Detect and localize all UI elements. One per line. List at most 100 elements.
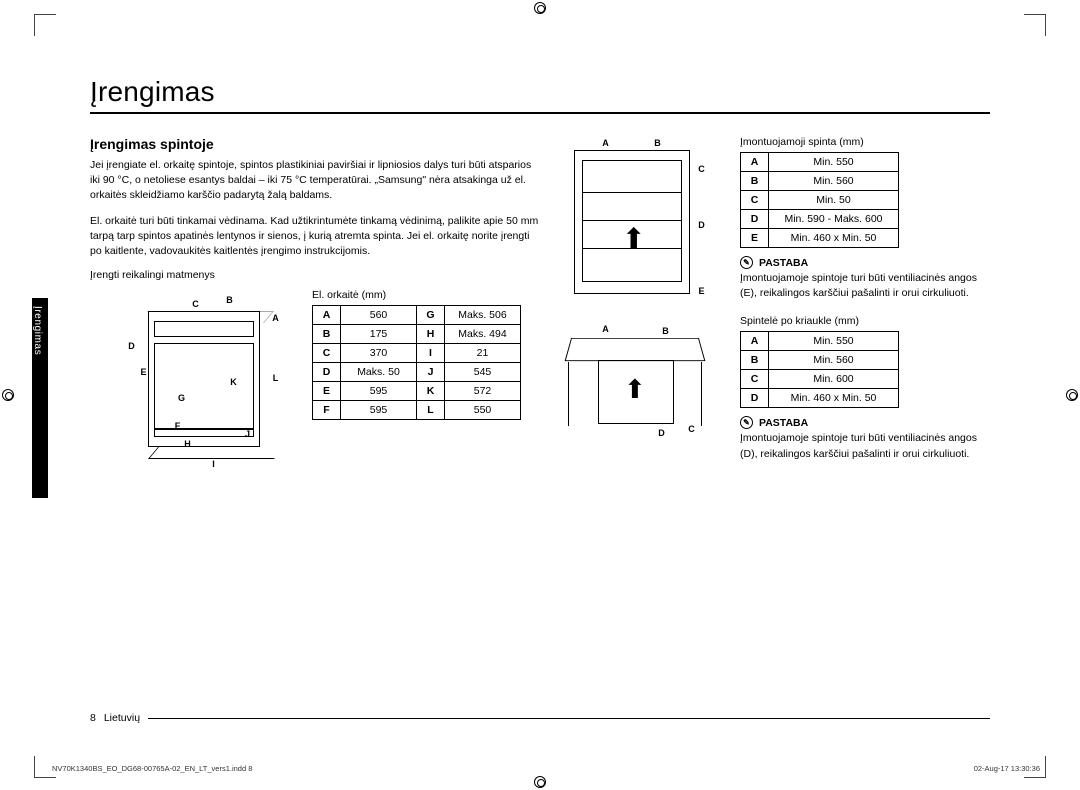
table-row: CMin. 600 — [741, 370, 899, 389]
table-row: C370I21 — [313, 344, 521, 363]
table-row: AMin. 550 — [741, 332, 899, 351]
dim-label: J — [242, 429, 253, 440]
note-2-text: Įmontuojamoje spintoje turi būti ventili… — [740, 431, 990, 461]
dim-label: B — [652, 138, 663, 149]
cell-val: 595 — [341, 401, 417, 420]
note-1-header: ✎ PASTABA — [740, 256, 990, 269]
right-column: Įmontuojamoji spinta (mm) AMin. 550BMin.… — [740, 136, 990, 479]
cell-val: 550 — [445, 401, 521, 420]
arrow-up-icon: ⬆ — [624, 374, 646, 405]
table-row: E595K572 — [313, 382, 521, 401]
note-label: PASTABA — [759, 417, 808, 429]
registration-mark — [534, 776, 546, 788]
sink-dimensions-table: AMin. 550BMin. 560CMin. 600DMin. 460 x M… — [740, 331, 899, 408]
cell-key: D — [741, 389, 769, 408]
cell-val: Min. 460 x Min. 50 — [769, 389, 899, 408]
cell-val: Min. 560 — [769, 351, 899, 370]
dim-label: A — [270, 313, 281, 324]
cell-val: Min. 600 — [769, 370, 899, 389]
page-number: 8 — [90, 712, 96, 724]
registration-mark — [2, 389, 14, 401]
table-row: DMin. 460 x Min. 50 — [741, 389, 899, 408]
cell-val: Maks. 50 — [341, 363, 417, 382]
cell-key: B — [741, 351, 769, 370]
table-row: F595L550 — [313, 401, 521, 420]
cell-val: Min. 560 — [769, 172, 899, 191]
cell-val: Min. 550 — [769, 332, 899, 351]
cabinet-dimensions-table: AMin. 550BMin. 560CMin. 50DMin. 590 - Ma… — [740, 152, 899, 248]
note-icon: ✎ — [740, 416, 753, 429]
footer-language: Lietuvių — [104, 712, 140, 724]
note-icon: ✎ — [740, 256, 753, 269]
dim-label: F — [172, 421, 183, 432]
cell-key: B — [741, 172, 769, 191]
cell-key: A — [741, 332, 769, 351]
cell-val: 175 — [341, 325, 417, 344]
cell-key: D — [741, 210, 769, 229]
oven-dimensions-table: A560GMaks. 506B175HMaks. 494C370I21DMaks… — [312, 305, 521, 420]
cell-key: E — [741, 229, 769, 248]
oven-table-caption: El. orkaitė (mm) — [312, 289, 521, 301]
cell-val: Min. 550 — [769, 153, 899, 172]
table-row: DMaks. 50J545 — [313, 363, 521, 382]
cell-key: A — [313, 306, 341, 325]
dim-label: C — [686, 424, 697, 435]
cell-key: L — [417, 401, 445, 420]
side-tab-text: Įrengimas — [32, 298, 43, 355]
dim-label: D — [656, 428, 667, 439]
dim-label: E — [138, 367, 149, 378]
note-label: PASTABA — [759, 257, 808, 269]
page-title: Įrengimas — [90, 76, 990, 108]
table-row: BMin. 560 — [741, 351, 899, 370]
cell-key: D — [313, 363, 341, 382]
cell-key: B — [313, 325, 341, 344]
oven-table-wrap: El. orkaitė (mm) A560GMaks. 506B175HMaks… — [312, 289, 521, 420]
cell-key: K — [417, 382, 445, 401]
indd-filename: NV70K1340BS_EO_DG68-00765A-02_EN_LT_vers… — [52, 764, 252, 773]
cell-key: J — [417, 363, 445, 382]
undersink-diagram: ⬆ A B C D — [560, 324, 710, 454]
cell-key: E — [313, 382, 341, 401]
dim-label: L — [270, 373, 281, 384]
paragraph-2: El. orkaitė turi būti tinkamai vėdinama.… — [90, 214, 540, 260]
cell-key: G — [417, 306, 445, 325]
cell-val: 21 — [445, 344, 521, 363]
cell-val: 370 — [341, 344, 417, 363]
crop-mark — [1024, 14, 1046, 36]
left-column: Įrengimas spintoje Jei įrengiate el. ork… — [90, 136, 540, 479]
cell-key: C — [741, 191, 769, 210]
dim-label: C — [190, 299, 201, 310]
cell-key: I — [417, 344, 445, 363]
dim-label: K — [228, 377, 239, 388]
table-row: EMin. 460 x Min. 50 — [741, 229, 899, 248]
cabinet-diagram: ⬆ A B C D E — [560, 136, 710, 306]
registration-mark — [534, 2, 546, 14]
dim-label: E — [696, 286, 707, 297]
dim-label: D — [126, 341, 137, 352]
oven-diagram: A B C D E F G H I J K L — [120, 289, 294, 479]
title-rule — [90, 112, 990, 114]
cell-val: 560 — [341, 306, 417, 325]
dim-label: B — [660, 326, 671, 337]
cell-val: Maks. 506 — [445, 306, 521, 325]
footer-rule — [148, 718, 990, 719]
table-row: A560GMaks. 506 — [313, 306, 521, 325]
cell-key: C — [741, 370, 769, 389]
cell-key: C — [313, 344, 341, 363]
table-row: DMin. 590 - Maks. 600 — [741, 210, 899, 229]
note-2-header: ✎ PASTABA — [740, 416, 990, 429]
dim-label: B — [224, 295, 235, 306]
registration-mark — [1066, 389, 1078, 401]
note-1-text: Įmontuojamoje spintoje turi būti ventili… — [740, 271, 990, 301]
table-row: AMin. 550 — [741, 153, 899, 172]
arrow-up-icon: ⬆ — [622, 222, 645, 255]
section-heading: Įrengimas spintoje — [90, 136, 540, 152]
dimensions-heading: Įrengti reikalingi matmenys — [90, 269, 540, 281]
cell-val: Maks. 494 — [445, 325, 521, 344]
sink-table-caption: Spintelė po kriaukle (mm) — [740, 315, 990, 327]
middle-column: ⬆ A B C D E ⬆ A B C D — [560, 136, 720, 479]
indd-timestamp: 02-Aug-17 13:30:36 — [974, 764, 1040, 773]
crop-mark — [34, 14, 56, 36]
footer: 8 Lietuvių — [90, 712, 990, 724]
cell-val: Min. 50 — [769, 191, 899, 210]
